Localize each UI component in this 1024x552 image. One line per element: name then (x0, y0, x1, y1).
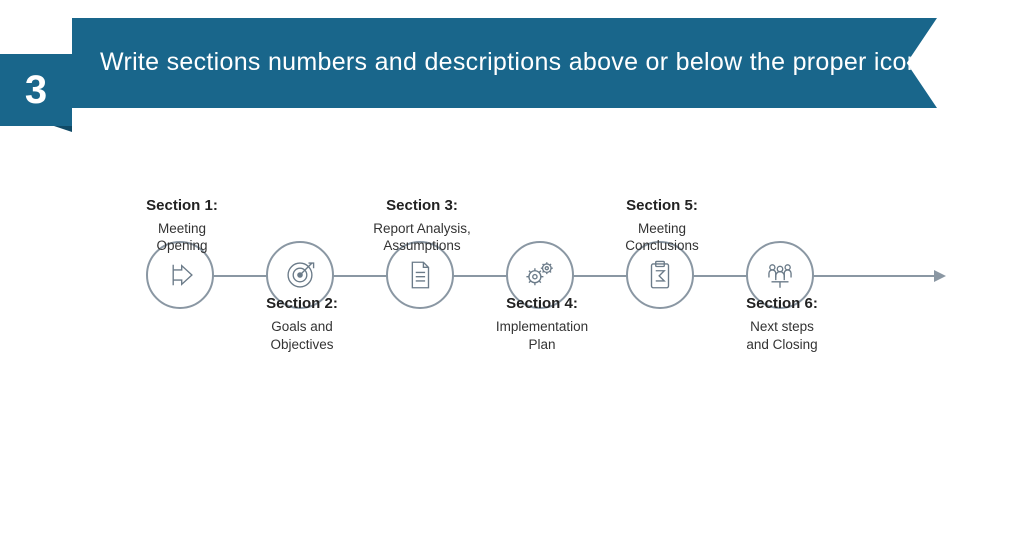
timeline-node-6: Section 6: Next stepsand Closing (746, 241, 814, 309)
timeline-node-1: Section 1: MeetingOpening (146, 241, 214, 309)
section-desc: Next stepsand Closing (707, 318, 857, 353)
section-title: Section 1: (107, 197, 257, 214)
arrow-exit-icon (163, 258, 197, 292)
instruction-text: Write sections numbers and descriptions … (100, 47, 928, 78)
timeline-arrowhead (934, 270, 946, 282)
document-icon (403, 258, 437, 292)
timeline-node-5: Section 5: MeetingConclusions (626, 241, 694, 309)
timeline-node-4: Section 4: ImplementationPlan (506, 241, 574, 309)
section-desc: ImplementationPlan (467, 318, 617, 353)
step-badge: 3 (0, 54, 72, 126)
header-ribbon: Write sections numbers and descriptions … (0, 18, 1024, 138)
timeline-node-3: Section 3: Report Analysis,Assumptions (386, 241, 454, 309)
instruction-banner: Write sections numbers and descriptions … (72, 18, 937, 108)
process-timeline: Section 1: MeetingOpening Section 2: Goa… (180, 275, 900, 276)
step-number: 3 (25, 68, 47, 113)
presentation-icon (763, 258, 797, 292)
section-title: Section 5: (587, 197, 737, 214)
section-desc: Report Analysis,Assumptions (347, 220, 497, 255)
section-desc: MeetingConclusions (587, 220, 737, 255)
clipboard-sigma-icon (643, 258, 677, 292)
section-desc: Goals andObjectives (227, 318, 377, 353)
gears-icon (523, 258, 557, 292)
section-title: Section 4: (467, 295, 617, 312)
section-title: Section 2: (227, 295, 377, 312)
section-desc: MeetingOpening (107, 220, 257, 255)
timeline-node-2: Section 2: Goals andObjectives (266, 241, 334, 309)
section-title: Section 6: (707, 295, 857, 312)
target-icon (283, 258, 317, 292)
section-title: Section 3: (347, 197, 497, 214)
